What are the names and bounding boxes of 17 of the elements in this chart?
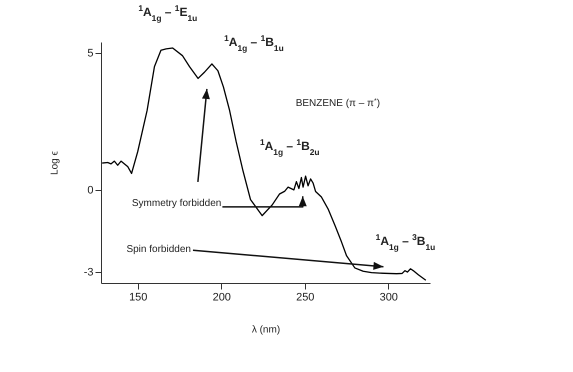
y-tick-label: -3 — [84, 266, 94, 279]
y-tick-label: 0 — [87, 184, 94, 196]
annotation: Spin forbidden — [126, 244, 191, 255]
annotation: $^{1}$A$_{1g}$ – $^{1}$E$_{1u}$ — [138, 3, 198, 24]
x-axis-title: λ (nm) — [252, 324, 280, 336]
annotation: $^{1}$A$_{1g}$ – $^{3}$B$_{1u}$ — [376, 232, 436, 252]
annotation: Symmetry forbidden — [132, 198, 222, 209]
x-tick-label: 150 — [129, 292, 148, 304]
x-tick-label: 250 — [296, 292, 314, 304]
text: BENZENE (π – π$^{*}$) — [296, 98, 380, 109]
x-tick-label: 300 — [380, 292, 398, 304]
line-series — [102, 47, 426, 281]
annotation: $^{1}$A$_{1g}$ – $^{1}$B$_{1u}$ — [224, 32, 284, 53]
y-axis-title: Log ϵ — [50, 150, 61, 175]
annotation: $^{1}$A$_{1g}$ – $^{1}$B$_{2u}$ — [260, 137, 320, 158]
x-tick-label: 200 — [212, 292, 231, 304]
y-tick-label: 5 — [87, 47, 94, 60]
